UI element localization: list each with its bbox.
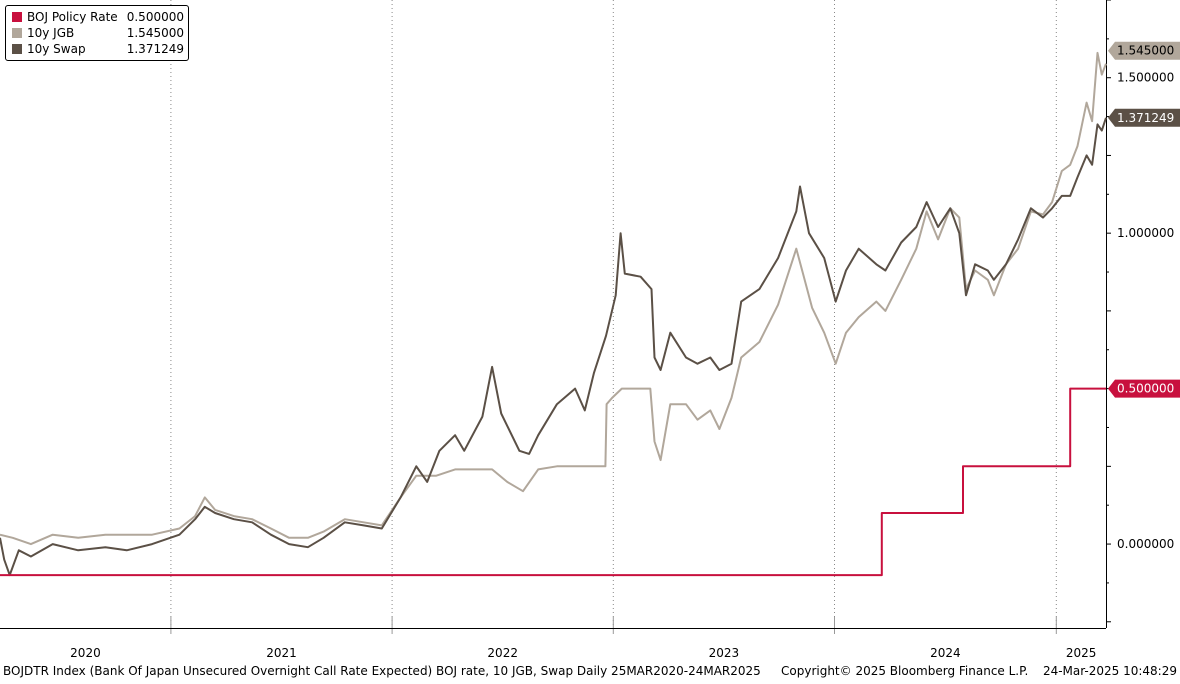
last-value-text: 0.500000	[1117, 382, 1174, 396]
last-value-box	[1108, 379, 1180, 398]
last-value-label-10y-swap: 1.371249	[1108, 108, 1180, 127]
series-line-10y-swap	[0, 117, 1107, 577]
legend-value: 1.371249	[126, 42, 184, 56]
legend-item-boj-policy-rate: BOJ Policy Rate 0.500000	[12, 9, 184, 25]
last-value-box	[1108, 108, 1180, 127]
y-tick-label: 1.000000	[1117, 226, 1174, 240]
x-tick-label: 2021	[266, 646, 297, 660]
series-lines	[0, 51, 1107, 577]
legend-item-10y-swap: 10y Swap 1.371249	[12, 41, 184, 57]
footer-copyright: Copyright© 2025 Bloomberg Finance L.P.	[781, 664, 1029, 678]
footer-description: BOJDTR Index (Bank Of Japan Unsecured Ov…	[3, 664, 761, 678]
series-line-10y-jgb	[0, 51, 1107, 546]
x-tick-label: 2025	[1066, 646, 1097, 660]
x-tick-label: 2022	[487, 646, 518, 660]
legend-swatch-swap	[12, 44, 22, 54]
legend-value: 1.545000	[126, 26, 184, 40]
series-line-boj-policy-rate	[0, 387, 1106, 577]
y-tick-label: 0.000000	[1117, 537, 1174, 551]
legend-label: BOJ Policy Rate	[27, 10, 118, 24]
last-value-labels: 1.545000 1.371249 0.500000	[1108, 41, 1180, 398]
last-value-label-10y-jgb: 1.545000	[1108, 41, 1180, 60]
footer-timestamp: 24-Mar-2025 10:48:29	[1042, 664, 1177, 678]
x-tick-label: 2024	[930, 646, 961, 660]
legend-value: 0.500000	[126, 10, 184, 24]
y-tick-label: 1.500000	[1117, 71, 1174, 85]
legend-label: 10y Swap	[27, 42, 86, 56]
grid-lines	[170, 0, 1057, 628]
last-value-text: 1.545000	[1117, 44, 1174, 58]
x-tick-label: 2023	[709, 646, 740, 660]
legend-swatch-boj	[12, 12, 22, 22]
legend: BOJ Policy Rate 0.500000 10y JGB 1.54500…	[5, 5, 189, 61]
last-value-text: 1.371249	[1117, 111, 1174, 125]
last-value-label-boj-policy-rate: 0.500000	[1108, 379, 1180, 398]
legend-item-10y-jgb: 10y JGB 1.545000	[12, 25, 184, 41]
last-value-box	[1108, 41, 1180, 60]
axes: 2020 2021 2022 2023 2024 2025 0.000000 0.500000…	[0, 0, 1174, 660]
legend-label: 10y JGB	[27, 26, 75, 40]
x-tick-label: 2020	[70, 646, 101, 660]
legend-swatch-jgb	[12, 28, 22, 38]
